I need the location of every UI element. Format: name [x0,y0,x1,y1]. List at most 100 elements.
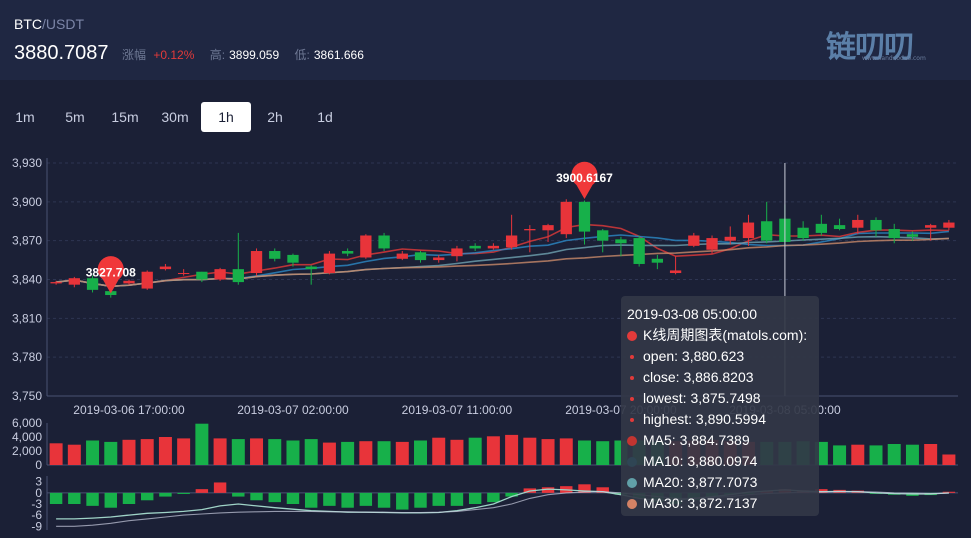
candle-body [341,251,354,254]
volume-bar [140,439,154,465]
volume-bar [67,444,81,465]
volume-bar [887,444,901,465]
candle-body [906,234,919,237]
macd-bar [268,492,281,503]
volume-bar [341,441,355,465]
volume-bar [158,437,172,465]
candle-body [706,238,718,250]
candle-body [469,245,481,249]
candle-body [742,222,755,239]
candle-body [86,278,99,290]
tooltip-ma20: MA20: 3,877.7073 [643,474,758,490]
macd-bar [122,492,136,504]
price-stats: 涨幅 +0.12% 高: 3899.059 低: 3861.666 [122,46,368,63]
volume-bar [851,444,865,465]
volume-bar [268,439,282,465]
macd-bar [468,492,482,504]
macd-bar [286,492,300,504]
price-tick-label: 3,780 [12,350,42,364]
quote-symbol: /USDT [42,16,84,32]
ma5-dot-icon [627,436,637,447]
ma30-line [56,237,949,288]
candle-body [487,245,500,249]
candle-body [232,269,244,283]
candle-body [178,273,190,275]
candle-body [852,219,864,228]
tab-5m[interactable]: 5m [65,109,85,125]
macd-bar [487,492,500,503]
macd-bar [250,492,263,501]
candle-body [141,271,153,289]
change-value: +0.12% [153,48,195,62]
tab-1m[interactable]: 1m [15,109,35,125]
price-marker-pin [97,256,124,294]
candle-body [597,230,609,241]
volume-bar [869,445,883,465]
candle-body [833,225,846,230]
high-label: 高: [209,48,226,62]
bullet-icon [630,418,634,423]
ma30-dot-icon [627,499,637,510]
candle-body [870,219,882,231]
tab-15m[interactable]: 15m [111,109,139,125]
macd-bar [68,492,81,504]
macd-tick-label: 0 [35,486,42,500]
tooltip-title: K线周期图表(matols.com): [643,327,808,343]
candle-body [269,251,281,259]
volume-bar [596,441,610,465]
volume-bar [486,436,500,465]
volume-bar [286,440,300,465]
candle-body [560,201,572,235]
candle-body [451,248,463,257]
volume-tick-label: 6,000 [12,416,42,430]
candle-body [888,229,900,239]
time-axis-label: 2019-03-06 17:00:00 [73,403,185,417]
macd-bar [177,492,190,494]
macd-bar [195,489,209,493]
volume-tick-label: 0 [35,458,42,472]
volume-bar [250,438,264,465]
candle-body [688,235,700,246]
macd-bar [450,492,464,506]
candle-body [669,270,682,274]
tab-30m[interactable]: 30m [161,109,189,125]
candle-body [943,222,955,228]
tab-1d[interactable]: 1d [317,109,333,125]
price-tick-label: 3,810 [12,311,42,325]
candle-body [159,266,172,270]
volume-bar [505,434,519,465]
candle-body [433,257,445,261]
volume-bar [450,439,464,465]
volume-bar [942,454,956,465]
candle-body [287,254,299,263]
site-logo: 链叨叨 www.liandaodao.com [826,22,926,66]
tab-2h[interactable]: 2h [267,109,283,125]
tooltip-lowest: lowest: 3,875.7498 [643,390,761,406]
price-tick-label: 3,930 [12,156,42,170]
price-marker-label: 3827.708 [86,265,136,279]
volume-bar [414,440,428,465]
volume-tick-label: 4,000 [12,430,42,444]
candle-body [633,238,645,264]
macd-bar [505,492,518,497]
volume-bar [177,438,191,465]
volume-bar [432,437,446,465]
volume-bar [468,437,482,465]
macd-bar [359,492,373,506]
volume-bar [523,437,537,465]
macd-bar [140,492,154,501]
candle-body [123,280,135,284]
candle-body [651,258,664,263]
logo-text: 链叨叨 [826,30,914,65]
macd-tick-label: 3 [35,475,42,489]
candle-body [724,236,736,241]
candle-body [925,225,937,228]
candle-body [378,235,390,249]
macd-bar [377,492,391,508]
macd-bar [86,492,99,506]
bullet-icon [630,355,634,360]
tab-1h[interactable]: 1h [201,102,251,132]
candle-body [797,227,809,239]
macd-bar [596,487,609,493]
